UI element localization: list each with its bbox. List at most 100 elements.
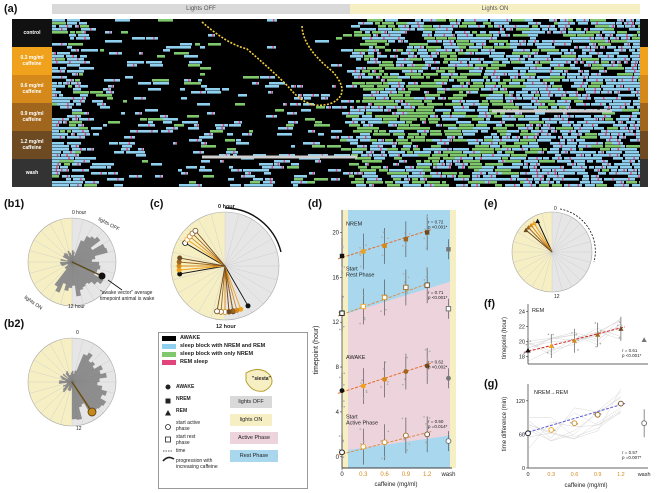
- rem-tick: [55, 169, 57, 172]
- sleep-block: [262, 166, 278, 169]
- rem-tick: [348, 100, 351, 103]
- d-xtick-label: 0.3: [359, 472, 368, 478]
- rem-tick: [66, 175, 69, 178]
- sleep-block: [81, 157, 96, 160]
- rem-tick: [536, 169, 538, 172]
- sleep-block: [489, 55, 504, 58]
- e-spoke: [551, 223, 581, 253]
- sleep-block: [59, 160, 74, 163]
- sleep-block: [612, 142, 623, 145]
- sleep-block: [431, 145, 441, 148]
- sleep-block: [107, 178, 124, 181]
- sleep-block: [541, 49, 550, 52]
- sleep-block: [520, 70, 526, 73]
- rem-tick: [596, 142, 598, 145]
- sleep-block: [505, 94, 509, 97]
- sleep-block: [637, 31, 640, 34]
- c-vector: [195, 230, 226, 267]
- sleep-block: [578, 22, 588, 25]
- sleep-block: [259, 169, 269, 172]
- sleep-block: [579, 46, 590, 49]
- d-series-point: [403, 236, 409, 242]
- sleep-block: [194, 124, 199, 127]
- sleep-block: [621, 100, 631, 103]
- d-series-raw-point: [384, 455, 386, 458]
- rem-tick: [604, 115, 606, 118]
- sleep-block: [502, 145, 511, 148]
- sleep-block: [577, 34, 594, 37]
- sleep-block: [601, 130, 609, 133]
- sleep-block: [52, 151, 61, 154]
- sleep-block: [593, 154, 605, 157]
- sleep-block: [374, 157, 385, 160]
- c-vector: [224, 265, 238, 311]
- rem-tick: [80, 100, 82, 103]
- sleep-block: [134, 97, 146, 100]
- sleep-block: [388, 40, 395, 43]
- d-series-raw-point: [341, 245, 344, 247]
- sleep-block: [407, 46, 413, 49]
- rem-tick: [460, 61, 462, 64]
- sleep-block: [63, 121, 67, 124]
- sleep-block: [522, 94, 534, 97]
- sleep-block: [428, 118, 440, 121]
- sleep-block: [603, 88, 620, 91]
- sleep-block: [64, 163, 70, 166]
- b1-bar: [71, 261, 82, 297]
- rem-tick: [620, 181, 623, 184]
- sleep-block: [413, 148, 420, 151]
- rem-tick: [61, 28, 63, 31]
- rem-tick: [462, 163, 465, 166]
- sleep-block: [275, 109, 284, 112]
- sleep-block: [308, 154, 312, 157]
- sleep-block: [578, 55, 592, 58]
- sleep-block: [66, 79, 74, 82]
- sleep-block: [441, 73, 458, 76]
- rem-tick: [470, 52, 472, 55]
- sleep-block: [628, 175, 640, 178]
- d-series-raw-point: [403, 439, 405, 441]
- sleep-block: [396, 61, 413, 64]
- sleep-block: [369, 184, 374, 187]
- sleep-block: [552, 169, 556, 172]
- sleep-block: [64, 100, 70, 103]
- d-series-raw-point: [359, 265, 362, 268]
- sleep-block: [52, 148, 69, 151]
- rem-tick: [603, 70, 606, 73]
- rem-tick: [221, 127, 223, 130]
- rem-tick: [59, 136, 62, 139]
- d-series-point: [339, 310, 345, 316]
- c-spoke: [224, 265, 272, 294]
- sleep-block: [528, 34, 538, 37]
- sleep-block: [458, 52, 465, 55]
- sleep-block: [121, 31, 128, 34]
- rem-tick: [55, 94, 57, 97]
- sleep-block: [506, 133, 511, 136]
- sleep-block: [448, 64, 460, 67]
- d-ytick-label: 0: [336, 455, 340, 461]
- rem-tick: [358, 76, 360, 79]
- rem-tick: [617, 139, 619, 142]
- sleep-block: [621, 37, 630, 40]
- e-spoke: [541, 251, 553, 291]
- sleep-block: [560, 139, 565, 142]
- sleep-block: [388, 142, 397, 145]
- sleep-block: [341, 100, 354, 103]
- sleep-block: [491, 76, 500, 79]
- rem-tick: [457, 160, 459, 163]
- sleep-block: [412, 172, 425, 175]
- rem-tick: [367, 154, 369, 157]
- sleep-block: [592, 64, 602, 67]
- sleep-block: [502, 115, 514, 118]
- sleep-block: [627, 40, 640, 43]
- rem-tick: [506, 19, 508, 22]
- f-ylabel: timepoint (hour): [502, 317, 508, 359]
- sleep-block: [571, 67, 580, 70]
- sleep-block: [52, 100, 64, 103]
- g-series-point: [594, 411, 601, 418]
- rem-tick: [225, 154, 227, 157]
- sleep-block: [528, 70, 540, 73]
- sleep-block: [570, 37, 583, 40]
- b1-spoke: [33, 261, 73, 285]
- rem-tick: [532, 82, 534, 85]
